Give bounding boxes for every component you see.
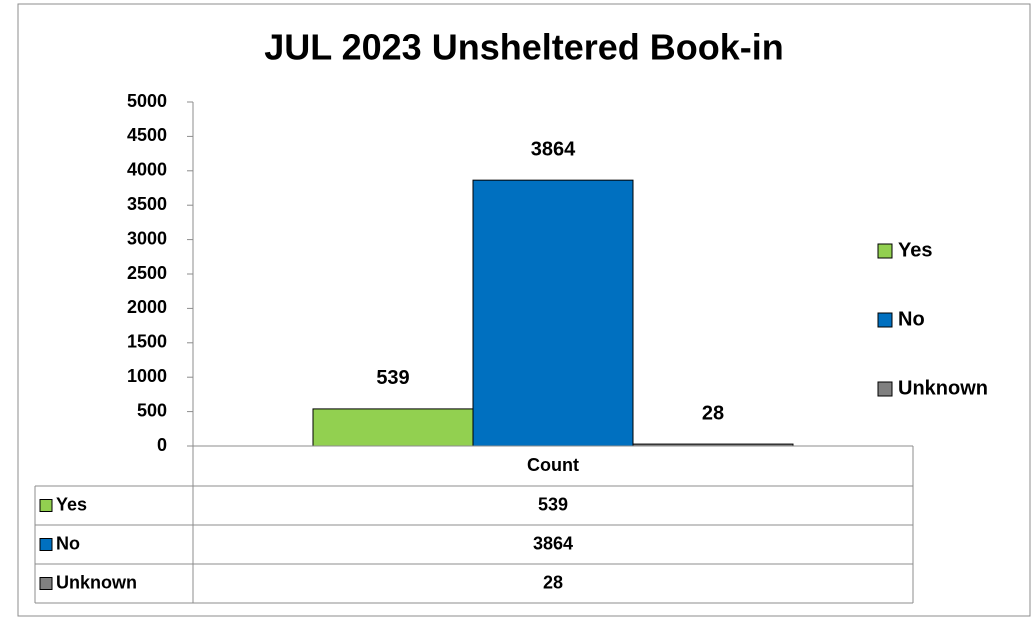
table-cell: 28 — [543, 572, 563, 592]
y-tick-label: 500 — [137, 400, 167, 420]
y-tick-label: 0 — [157, 435, 167, 455]
legend-swatch — [877, 312, 893, 328]
y-tick-label: 3500 — [127, 194, 167, 214]
y-tick-label: 2000 — [127, 297, 167, 317]
table-row-label: Unknown — [56, 572, 137, 592]
legend-label: Yes — [898, 239, 932, 261]
data-label: 3864 — [531, 138, 576, 160]
y-tick-label: 4000 — [127, 160, 167, 180]
table-cell: 3864 — [533, 533, 573, 553]
bar — [312, 408, 474, 447]
y-tick-label: 3000 — [127, 228, 167, 248]
y-tick-label: 2500 — [127, 263, 167, 283]
table-row-label: Yes — [56, 494, 87, 514]
legend-label: No — [898, 308, 925, 330]
y-tick-label: 1000 — [127, 366, 167, 386]
legend-swatch — [877, 381, 893, 397]
table-cell: 539 — [538, 494, 568, 514]
legend-label: Unknown — [898, 377, 988, 399]
table-swatch — [39, 577, 53, 590]
data-label: 28 — [702, 402, 724, 424]
y-tick-label: 4500 — [127, 125, 167, 145]
chart-title: JUL 2023 Unsheltered Book-in — [264, 27, 784, 68]
table-swatch — [39, 499, 53, 512]
table-swatch — [39, 538, 53, 551]
bar — [472, 179, 634, 447]
table-header: Count — [527, 455, 579, 475]
legend-swatch — [877, 243, 893, 259]
y-tick-label: 1500 — [127, 332, 167, 352]
table-row-label: No — [56, 533, 80, 553]
data-label: 539 — [376, 367, 409, 389]
y-tick-label: 5000 — [127, 91, 167, 111]
